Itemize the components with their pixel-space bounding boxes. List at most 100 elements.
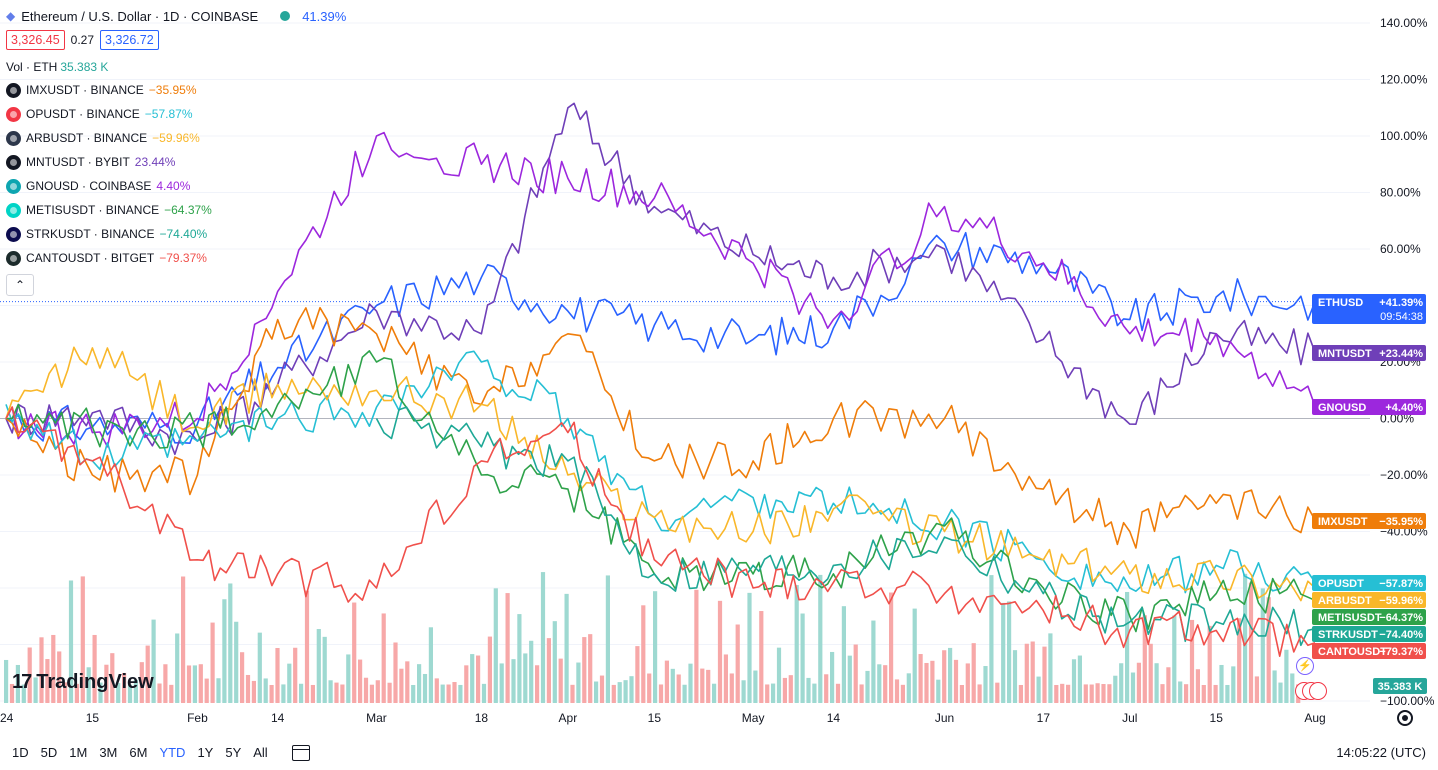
chevron-up-icon[interactable]: ⌃ <box>6 274 34 296</box>
compare-symbol-row[interactable]: CANTOUSDT · BITGET −79.37% <box>6 246 346 270</box>
volume-bar <box>877 664 882 703</box>
symbol-logo-icon <box>6 202 21 218</box>
gear-icon[interactable] <box>1397 710 1413 726</box>
volume-bar <box>1260 588 1265 703</box>
volume-bar <box>712 683 717 703</box>
flash-icon[interactable]: ⚡ <box>1296 657 1314 675</box>
volume-bar <box>493 588 498 703</box>
compare-symbol-row[interactable]: GNOUSD · COINBASE 4.40% <box>6 174 346 198</box>
volume-bar <box>1054 684 1059 703</box>
volume-bar <box>1083 684 1088 703</box>
volume-bar <box>346 654 351 703</box>
volume-bar <box>800 613 805 703</box>
compare-symbol-label: GNOUSD · COINBASE <box>26 179 152 193</box>
volume-bar <box>747 592 752 703</box>
calendar-icon[interactable] <box>291 744 310 761</box>
price-tag-value: −35.95% <box>1379 516 1423 528</box>
range-button-1y[interactable]: 1Y <box>197 745 214 760</box>
volume-bar <box>900 684 905 703</box>
volume-bar <box>1024 643 1029 703</box>
range-button-ytd[interactable]: YTD <box>159 745 186 760</box>
volume-bar <box>470 654 475 703</box>
volume-bar <box>1201 685 1206 703</box>
price-scale-labels: ETHUSD +41.39% 09:54:38 MNTUSDT +23.44% GNOUS… <box>1312 294 1426 659</box>
bottom-toolbar: 1D 5D 1M 3M 6M YTD 1Y 5Y All 14:05:22 (UTC) <box>0 735 1438 770</box>
volume-bar <box>1207 625 1212 703</box>
volume-scale-label: 35.383 K <box>1373 678 1427 694</box>
compare-symbol-row[interactable]: IMXUSDT · BINANCE −35.95% <box>6 78 346 102</box>
bid-ask-row: 3,326.45 0.27 3,326.72 <box>6 30 346 50</box>
price-tag-value: +23.44% <box>1379 348 1423 360</box>
volume-bar <box>375 680 380 703</box>
range-button-1m[interactable]: 1M <box>69 745 88 760</box>
sell-price-button[interactable]: 3,326.45 <box>6 30 65 50</box>
legend-title-row[interactable]: ◆ Ethereum / U.S. Dollar · 1D · COINBASE… <box>6 6 346 26</box>
y-tick-label: 140.00% <box>1380 16 1428 30</box>
volume-bar <box>9 683 15 703</box>
compare-symbol-row[interactable]: METISUSDT · BINANCE −64.37% <box>6 198 346 222</box>
range-button-5y[interactable]: 5Y <box>225 745 242 760</box>
compare-symbol-label: OPUSDT · BINANCE <box>26 107 140 121</box>
price-tag-gnousd: GNOUSD +4.40% <box>1312 399 1426 415</box>
volume-bar <box>222 599 227 703</box>
volume-bar <box>1142 615 1147 703</box>
volume-bar <box>116 683 121 703</box>
volume-bar <box>989 575 994 703</box>
volume-bar <box>1007 601 1012 703</box>
range-button-1d[interactable]: 1D <box>12 745 29 760</box>
volume-bar <box>210 622 215 703</box>
range-button-3m[interactable]: 3M <box>99 745 118 760</box>
compare-symbol-row[interactable]: STRKUSDT · BINANCE −74.40% <box>6 222 346 246</box>
volume-bar <box>841 606 846 703</box>
price-tag-name: IMXUSDT <box>1318 516 1368 528</box>
volume-bar <box>611 684 616 703</box>
volume-legend-row[interactable]: Vol · ETH 35.383 K <box>6 60 346 78</box>
volume-bar <box>517 614 522 703</box>
price-tag-name: METISUSDT <box>1318 612 1382 624</box>
compare-symbol-label: IMXUSDT · BINANCE <box>26 83 144 97</box>
volume-bar <box>139 662 144 703</box>
x-tick-label: 15 <box>1210 711 1224 725</box>
volume-bar <box>151 619 156 703</box>
compare-symbol-row[interactable]: MNTUSDT · BYBIT 23.44% <box>6 150 346 174</box>
y-tick-label: −20.00% <box>1380 468 1428 482</box>
buy-price-button[interactable]: 3,326.72 <box>100 30 159 50</box>
chart-canvas[interactable]: 140.00%120.00%100.00%80.00%60.00%20.00%0… <box>0 0 1438 735</box>
volume-bar <box>464 665 469 703</box>
economic-events-icon[interactable] <box>1295 682 1333 700</box>
volume-bar <box>765 684 770 703</box>
x-tick-label: 24 <box>0 711 14 725</box>
volume-bar <box>623 680 628 703</box>
compare-symbol-change: −57.87% <box>144 107 193 121</box>
volume-bar <box>948 647 953 703</box>
volume-bar <box>334 682 339 703</box>
volume-bar <box>369 684 374 703</box>
volume-bar <box>363 677 369 703</box>
compare-symbol-label: MNTUSDT · BYBIT <box>26 155 130 169</box>
volume-bar <box>599 675 605 703</box>
series-line-arbusdt <box>5 346 1316 602</box>
volume-bar <box>865 670 870 703</box>
volume-bar <box>322 636 327 703</box>
series-line-strkusdt <box>375 406 1316 647</box>
utc-clock[interactable]: 14:05:22 (UTC) <box>1336 745 1426 760</box>
volume-bar <box>894 679 900 703</box>
volume-bar <box>523 653 528 703</box>
date-range-buttons: 1D 5D 1M 3M 6M YTD 1Y 5Y All <box>0 745 268 760</box>
range-button-5d[interactable]: 5D <box>40 745 58 760</box>
volume-bar <box>753 670 758 703</box>
volume-bar <box>924 662 929 703</box>
volume-bar <box>1154 663 1159 703</box>
range-button-6m[interactable]: 6M <box>129 745 148 760</box>
x-tick-label: 14 <box>271 711 285 725</box>
range-button-all[interactable]: All <box>253 745 268 760</box>
volume-bar <box>1030 641 1035 703</box>
series-line-mntusdt <box>5 102 1316 456</box>
compare-symbol-change: −74.40% <box>159 227 208 241</box>
main-symbol-title: Ethereum / U.S. Dollar · 1D · COINBASE <box>21 8 259 24</box>
volume-bar <box>788 675 793 703</box>
price-tag-name: MNTUSDT <box>1318 348 1372 360</box>
volume-bar <box>794 585 799 703</box>
compare-symbol-row[interactable]: OPUSDT · BINANCE −57.87% <box>6 102 346 126</box>
compare-symbol-row[interactable]: ARBUSDT · BINANCE −59.96% <box>6 126 346 150</box>
